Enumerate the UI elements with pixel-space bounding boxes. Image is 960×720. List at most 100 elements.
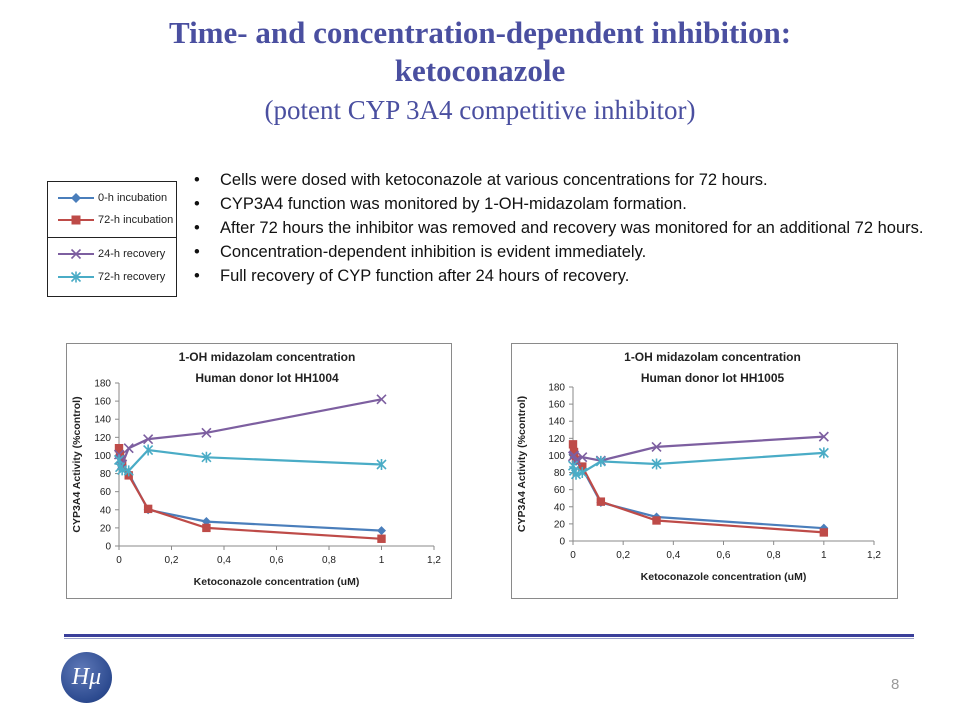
x-tick-label: 0,8 xyxy=(322,555,336,566)
legend-label: 0-h incubation xyxy=(98,192,168,204)
legend: 0-h incubation 72-h incubation 24-h reco… xyxy=(47,181,177,297)
data-point-24-h-recovery xyxy=(568,450,580,461)
bullet-item: • Cells were dosed with ketoconazole at v… xyxy=(190,169,960,191)
data-point-24-h-recovery xyxy=(201,427,212,438)
bullet-dot: • xyxy=(194,243,200,261)
x-axis-label: Ketoconazole concentration (uM) xyxy=(194,576,360,588)
legend-divider xyxy=(48,237,176,238)
data-point-72-h-recovery xyxy=(595,455,606,467)
bullet-text: Cells were dosed with ketoconazole at va… xyxy=(220,171,768,189)
data-point-72-h-incubation xyxy=(568,440,578,449)
legend-marker-star-icon xyxy=(58,271,94,283)
y-tick-label: 0 xyxy=(559,537,565,548)
x-tick-label: 0,4 xyxy=(666,550,680,561)
data-point-72-h-incubation xyxy=(596,497,606,506)
bullet-dot: • xyxy=(194,219,200,237)
data-point-72-h-recovery xyxy=(201,451,212,463)
chart-title: 1-OH midazolam concentration xyxy=(179,350,356,364)
data-point-24-h-recovery xyxy=(651,441,662,452)
y-tick-label: 100 xyxy=(548,451,565,462)
x-tick-label: 0,4 xyxy=(217,555,231,566)
data-point-72-h-recovery xyxy=(577,467,588,479)
data-point-24-h-recovery xyxy=(577,452,588,463)
chart-subtitle: Human donor lot HH1005 xyxy=(641,371,785,385)
bullet-dot: • xyxy=(194,195,200,213)
y-tick-label: 100 xyxy=(94,451,111,462)
data-point-24-h-recovery xyxy=(123,443,134,454)
chart-hh1004-svg: 1-OH midazolam concentration Human donor … xyxy=(71,350,441,588)
data-point-72-h-incubation xyxy=(114,444,124,453)
legend-marker-x-icon xyxy=(58,248,94,260)
y-tick-label: 40 xyxy=(554,502,566,513)
y-tick-label: 60 xyxy=(554,485,566,496)
data-point-72-h-recovery xyxy=(570,468,582,480)
series-line-72-h-recovery xyxy=(571,451,824,476)
slide-title: Time- and concentration-dependent inhibi… xyxy=(0,14,960,128)
data-point-24-h-recovery xyxy=(818,431,829,442)
y-tick-label: 160 xyxy=(94,397,111,408)
legend-item-72h-recovery: 72-h recovery xyxy=(58,270,165,284)
data-point-72-h-incubation xyxy=(819,528,829,537)
x-tick-label: 1 xyxy=(821,550,827,561)
logo-text: Hμ xyxy=(71,664,102,690)
legend-label: 72-h incubation xyxy=(98,214,174,226)
series-line-24-h-recovery xyxy=(117,398,382,468)
x-axis-label: Ketoconazole concentration (uM) xyxy=(641,571,807,583)
y-tick-label: 20 xyxy=(100,523,112,534)
series-line-72-h-recovery xyxy=(117,448,382,472)
legend-label: 24-h recovery xyxy=(98,248,166,260)
bullet-text: CYP3A4 function was monitored by 1-OH-mi… xyxy=(220,195,687,213)
data-point-72-h-recovery xyxy=(123,465,134,477)
data-point-72-h-incubation xyxy=(652,516,661,525)
data-point-72-h-recovery xyxy=(818,447,829,459)
chart-title: 1-OH midazolam concentration xyxy=(624,350,801,364)
data-point-24-h-recovery xyxy=(143,434,154,445)
data-point-72-h-incubation xyxy=(377,534,386,543)
bullet-text: Full recovery of CYP function after 24 h… xyxy=(220,267,630,285)
y-tick-label: 140 xyxy=(548,417,565,428)
y-axis-label: CYP3A4 Activity (%control) xyxy=(516,396,528,532)
title-line-1: Time- and concentration-dependent inhibi… xyxy=(168,15,792,50)
y-tick-label: 0 xyxy=(105,542,111,553)
y-tick-label: 120 xyxy=(94,433,111,444)
bullet-item: • After 72 hours the inhibitor was remove… xyxy=(190,217,960,239)
chart-hh1005: 1-OH midazolam concentration Human donor … xyxy=(511,343,898,599)
bullet-dot: • xyxy=(194,267,200,285)
y-tick-label: 20 xyxy=(554,519,566,530)
legend-item-72h-incubation: 72-h incubation xyxy=(58,213,173,227)
legend-item-24h-recovery: 24-h recovery xyxy=(58,247,165,261)
hmu-logo: Hμ xyxy=(61,652,112,703)
bullet-item: • Concentration-dependent inhibition is e… xyxy=(190,241,960,263)
x-tick-label: 1 xyxy=(379,555,385,566)
y-tick-label: 160 xyxy=(548,400,565,411)
x-tick-label: 0,2 xyxy=(165,555,179,566)
x-tick-label: 1,2 xyxy=(867,550,881,561)
bullet-item: • Full recovery of CYP function after 24 … xyxy=(190,265,960,287)
legend-marker-square-icon xyxy=(58,215,94,225)
y-tick-label: 80 xyxy=(554,468,566,479)
x-tick-label: 0,6 xyxy=(717,550,731,561)
x-tick-label: 1,2 xyxy=(427,555,441,566)
data-point-72-h-recovery xyxy=(651,458,662,470)
bullet-item: • CYP3A4 function was monitored by 1-OH-m… xyxy=(190,193,960,215)
y-tick-label: 180 xyxy=(94,379,111,390)
footer-rule xyxy=(64,634,914,637)
series-line-24-h-recovery xyxy=(572,435,824,463)
legend-item-0h-incubation: 0-h incubation xyxy=(58,191,167,205)
chart-hh1004: 1-OH midazolam concentration Human donor … xyxy=(66,343,452,599)
legend-marker-diamond-icon xyxy=(58,193,94,203)
bullet-text: After 72 hours the inhibitor was removed… xyxy=(220,219,924,237)
data-point-72-h-incubation xyxy=(578,462,587,471)
data-point-72-h-incubation xyxy=(569,447,579,457)
series-line-0-h-incubation xyxy=(571,454,824,530)
legend-label: 72-h recovery xyxy=(98,271,166,283)
data-point-72-h-recovery xyxy=(376,459,387,470)
data-point-72-h-incubation xyxy=(202,523,211,533)
y-tick-label: 120 xyxy=(548,434,565,445)
chart-hh1005-svg: 1-OH midazolam concentration Human donor … xyxy=(516,350,881,583)
x-tick-label: 0,6 xyxy=(270,555,284,566)
data-point-0-h-incubation xyxy=(377,526,386,536)
y-tick-label: 60 xyxy=(100,487,112,498)
y-tick-label: 180 xyxy=(548,383,565,394)
x-tick-label: 0 xyxy=(116,555,122,566)
